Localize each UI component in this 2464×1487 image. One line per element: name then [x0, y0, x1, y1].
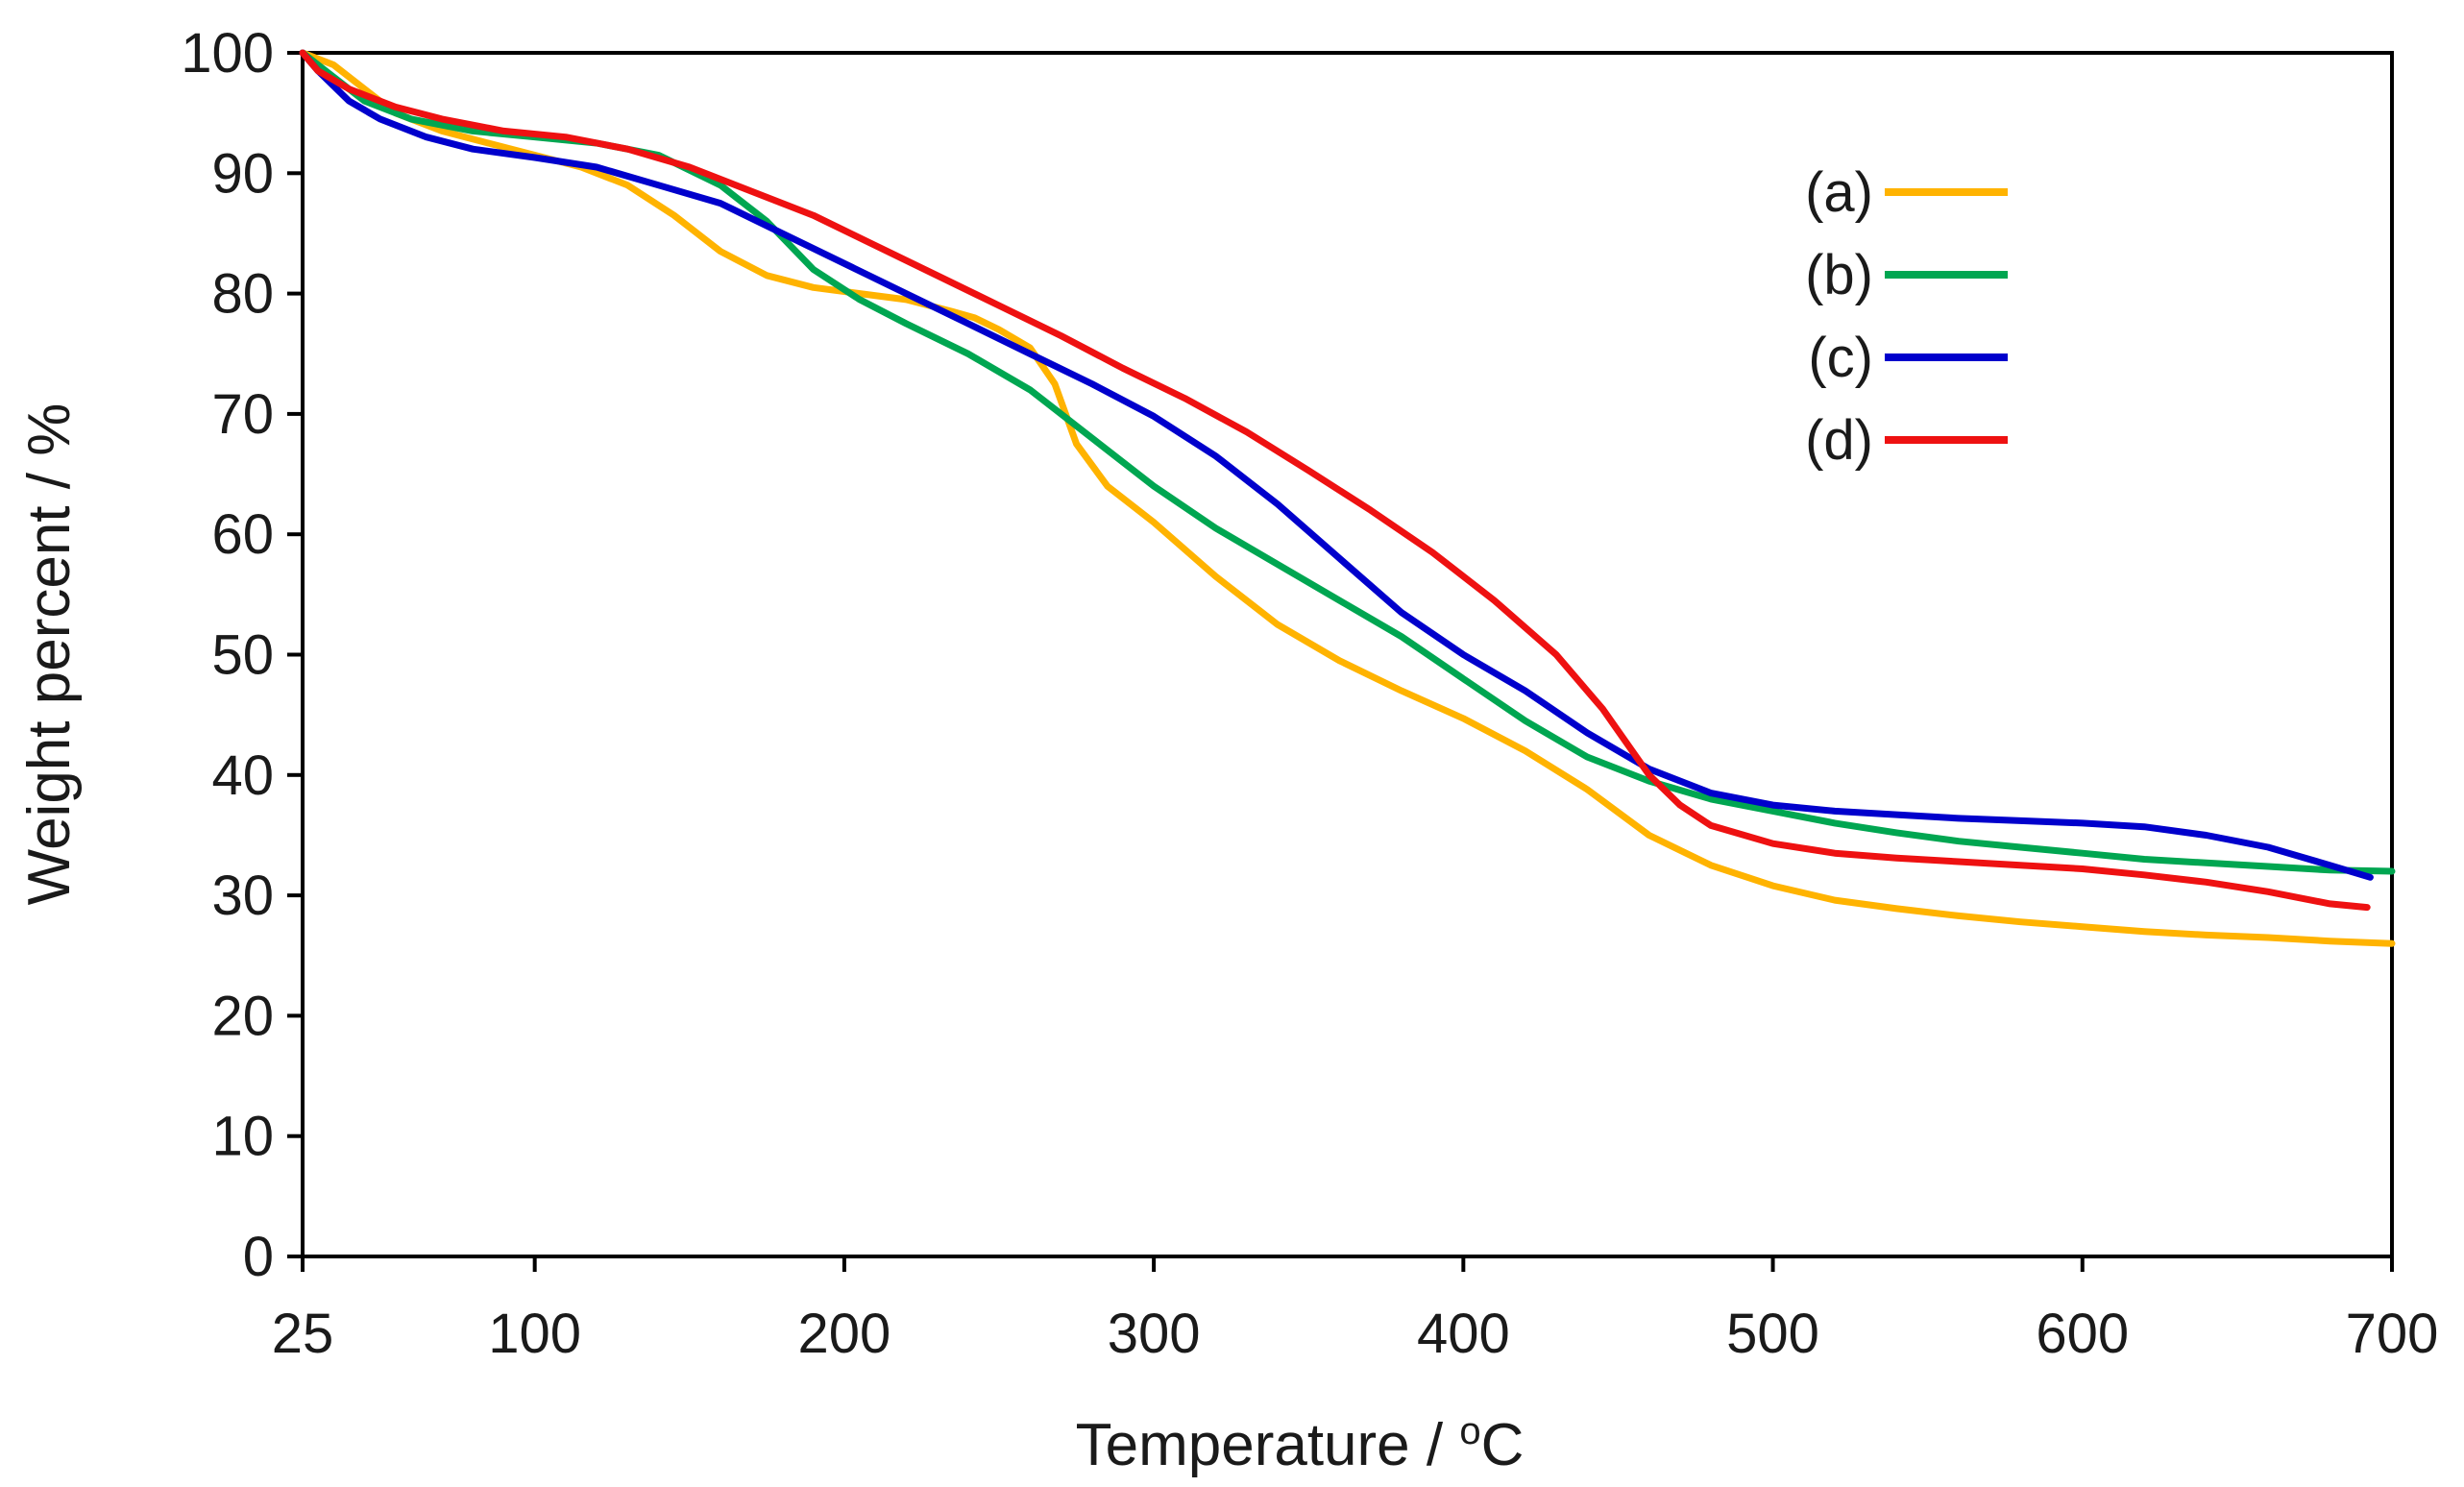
y-tick-label: 60	[211, 503, 274, 566]
y-tick-label: 100	[181, 22, 274, 85]
y-tick-label: 70	[211, 383, 274, 446]
legend-label: (d)	[1805, 409, 1873, 472]
x-tick-label: 700	[2346, 1303, 2439, 1365]
legend: (a) (b) (c) (d)	[1805, 161, 2008, 472]
x-axis-title-main: Temperature /	[1076, 1412, 1460, 1478]
y-axis-title: Weight percent / %	[16, 403, 83, 906]
x-tick-label: 100	[488, 1303, 581, 1365]
y-tick-label: 80	[211, 263, 274, 326]
x-axis-title-unit: C	[1481, 1412, 1525, 1478]
x-axis-title: Temperature / oC	[1076, 1410, 1525, 1478]
x-tick-label: 25	[272, 1303, 334, 1365]
y-tick-label: 10	[211, 1106, 274, 1168]
legend-label: (b)	[1805, 244, 1873, 306]
legend-label: (c)	[1808, 327, 1873, 389]
plot-frame	[301, 51, 2394, 1258]
x-tick-label: 200	[797, 1303, 890, 1365]
x-axis-ticks: 25 100 200 300 400 500 600 700	[272, 1256, 2439, 1365]
x-tick-label: 300	[1108, 1303, 1201, 1365]
y-tick-label: 40	[211, 744, 274, 807]
y-axis-ticks: 0 10 20 30 40 50 60 70 80 90 100	[181, 22, 303, 1288]
x-tick-label: 400	[1417, 1303, 1510, 1365]
y-tick-label: 50	[211, 624, 274, 687]
y-tick-label: 0	[243, 1226, 274, 1288]
y-tick-label: 20	[211, 985, 274, 1047]
series-line-d	[299, 49, 2371, 912]
series-line-c	[299, 49, 2374, 881]
x-axis-title-superscript: o	[1459, 1410, 1480, 1452]
y-tick-label: 30	[211, 865, 274, 927]
y-tick-label: 90	[211, 142, 274, 205]
x-tick-label: 600	[2036, 1303, 2129, 1365]
legend-label: (a)	[1805, 161, 1873, 224]
x-tick-label: 500	[1726, 1303, 1819, 1365]
series-group	[299, 49, 2396, 947]
